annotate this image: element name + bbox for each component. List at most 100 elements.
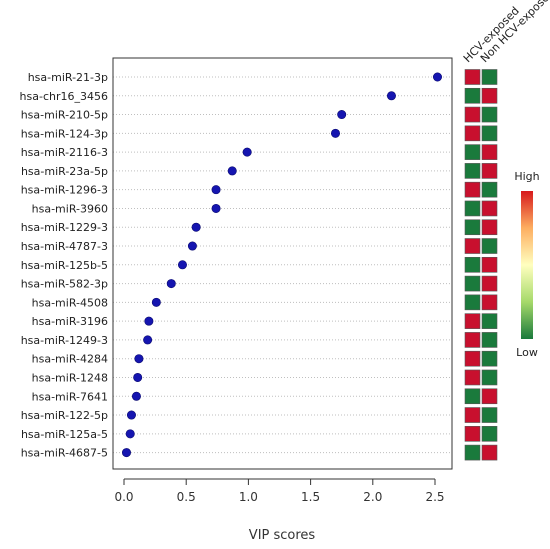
heatmap-cell: [481, 388, 498, 405]
data-point: [125, 429, 135, 439]
heatmap-cell: [464, 106, 481, 123]
data-point: [177, 260, 187, 270]
heatmap-cell: [464, 181, 481, 198]
category-labels: hsa-miR-21-3p hsa-chr16_3456 hsa-miR-210-5…: [20, 71, 108, 460]
data-point: [144, 316, 154, 326]
heatmap-cell: [481, 181, 498, 198]
data-point: [151, 297, 161, 307]
heatmap-cell: [481, 69, 498, 85]
heatmap-cell: [464, 238, 481, 254]
data-point: [330, 128, 340, 138]
category-label: hsa-miR-4508: [32, 296, 108, 309]
heatmap-cell: [464, 256, 481, 273]
category-label: hsa-miR-7641: [32, 390, 108, 403]
heatmap-cell: [481, 313, 498, 329]
heatmap-cell: [481, 332, 498, 348]
category-label: hsa-miR-210-5p: [21, 109, 108, 122]
data-point: [131, 391, 141, 401]
category-label: hsa-miR-4787-3: [21, 240, 108, 253]
heatmap-cell: [481, 87, 498, 104]
heatmap-cell: [464, 69, 481, 85]
category-label: hsa-miR-2116-3: [21, 146, 108, 159]
data-point: [191, 222, 201, 232]
data-point: [133, 372, 143, 382]
data-point: [227, 166, 237, 176]
category-label: hsa-miR-4687-5: [21, 447, 108, 460]
category-label: hsa-miR-1248: [32, 371, 108, 384]
legend-gradient-bar: [521, 191, 533, 339]
category-label: hsa-miR-1249-3: [21, 334, 108, 347]
legend-low-label: Low: [516, 346, 538, 359]
category-label: hsa-miR-3196: [32, 315, 108, 328]
heatmap-cell: [464, 125, 481, 142]
heatmap-cell: [464, 426, 481, 442]
legend-high-label: High: [514, 170, 539, 183]
heatmap-cell: [481, 106, 498, 123]
heatmap-cell: [464, 294, 481, 311]
x-axis-title: VIP scores: [249, 528, 316, 543]
data-point: [386, 91, 396, 101]
heatmap-cell: [481, 294, 498, 311]
category-label: hsa-miR-1296-3: [21, 184, 108, 197]
heatmap-cell: [481, 256, 498, 273]
data-point: [121, 448, 131, 458]
heatmap-cell: [481, 163, 498, 179]
category-label: hsa-miR-122-5p: [21, 409, 108, 422]
data-point: [211, 203, 221, 213]
x-axis: 0.0 0.5 1.0 1.5 2.0 2.5: [114, 478, 445, 504]
heatmap-cell: [464, 350, 481, 367]
heatmap-cell: [481, 426, 498, 442]
heatmap-cell: [464, 87, 481, 104]
plot-frame: [112, 57, 453, 470]
data-point: [166, 279, 176, 289]
data-point: [143, 335, 153, 345]
heatmap-cell: [481, 200, 498, 217]
category-label: hsa-miR-1229-3: [21, 221, 108, 234]
category-label: hsa-chr16_3456: [20, 90, 108, 103]
heatmap-cell: [464, 144, 481, 160]
color-legend: High Low: [514, 170, 539, 359]
x-tick-label: 1.0: [239, 490, 258, 504]
data-point: [126, 410, 136, 420]
heatmap-cell: [464, 275, 481, 292]
heatmap-cell: [481, 444, 498, 461]
heatmap-cell: [464, 200, 481, 217]
heatmap-cell: [481, 275, 498, 292]
heatmap-cell: [464, 388, 481, 405]
grid-lines: [113, 76, 452, 454]
data-point: [432, 72, 442, 82]
category-label: hsa-miR-3960: [32, 202, 108, 215]
heatmap-cell: [464, 163, 481, 179]
data-point: [337, 110, 347, 120]
x-tick-label: 2.5: [425, 490, 444, 504]
category-label: hsa-miR-4284: [32, 353, 108, 366]
category-label: hsa-miR-582-3p: [21, 278, 108, 291]
category-label: hsa-miR-125a-5: [21, 428, 108, 441]
heatmap-cell: [481, 125, 498, 142]
data-point: [242, 147, 252, 157]
heatmap-cell: [464, 332, 481, 348]
x-tick-label: 0.0: [114, 490, 133, 504]
category-label: hsa-miR-21-3p: [28, 71, 108, 84]
category-label: hsa-miR-125b-5: [21, 259, 108, 272]
heatmap-cell: [481, 369, 498, 386]
x-tick-label: 2.0: [363, 490, 382, 504]
heatmap-cell: [464, 407, 481, 423]
data-point: [134, 354, 144, 364]
heatmap-cell: [464, 219, 481, 236]
heatmap-cell: [481, 238, 498, 254]
heatmap-cell: [464, 313, 481, 329]
x-tick-label: 0.5: [177, 490, 196, 504]
x-tick-label: 1.5: [301, 490, 320, 504]
heatmap-cell: [481, 350, 498, 367]
category-label: hsa-miR-23a-5p: [21, 165, 108, 178]
data-point: [211, 185, 221, 195]
category-label: hsa-miR-124-3p: [21, 127, 108, 140]
heatmap-cell: [464, 369, 481, 386]
heatmap-cell: [464, 444, 481, 461]
data-point: [187, 241, 197, 251]
heatmap-cell: [481, 219, 498, 236]
heatmap-cell: [481, 407, 498, 423]
